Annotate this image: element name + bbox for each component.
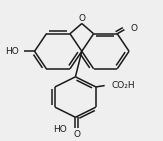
- Text: O: O: [74, 130, 81, 139]
- Text: O: O: [130, 24, 137, 33]
- Text: O: O: [78, 14, 85, 23]
- Text: CO₂H: CO₂H: [111, 81, 135, 90]
- Text: HO: HO: [5, 47, 19, 56]
- Text: HO: HO: [53, 125, 67, 134]
